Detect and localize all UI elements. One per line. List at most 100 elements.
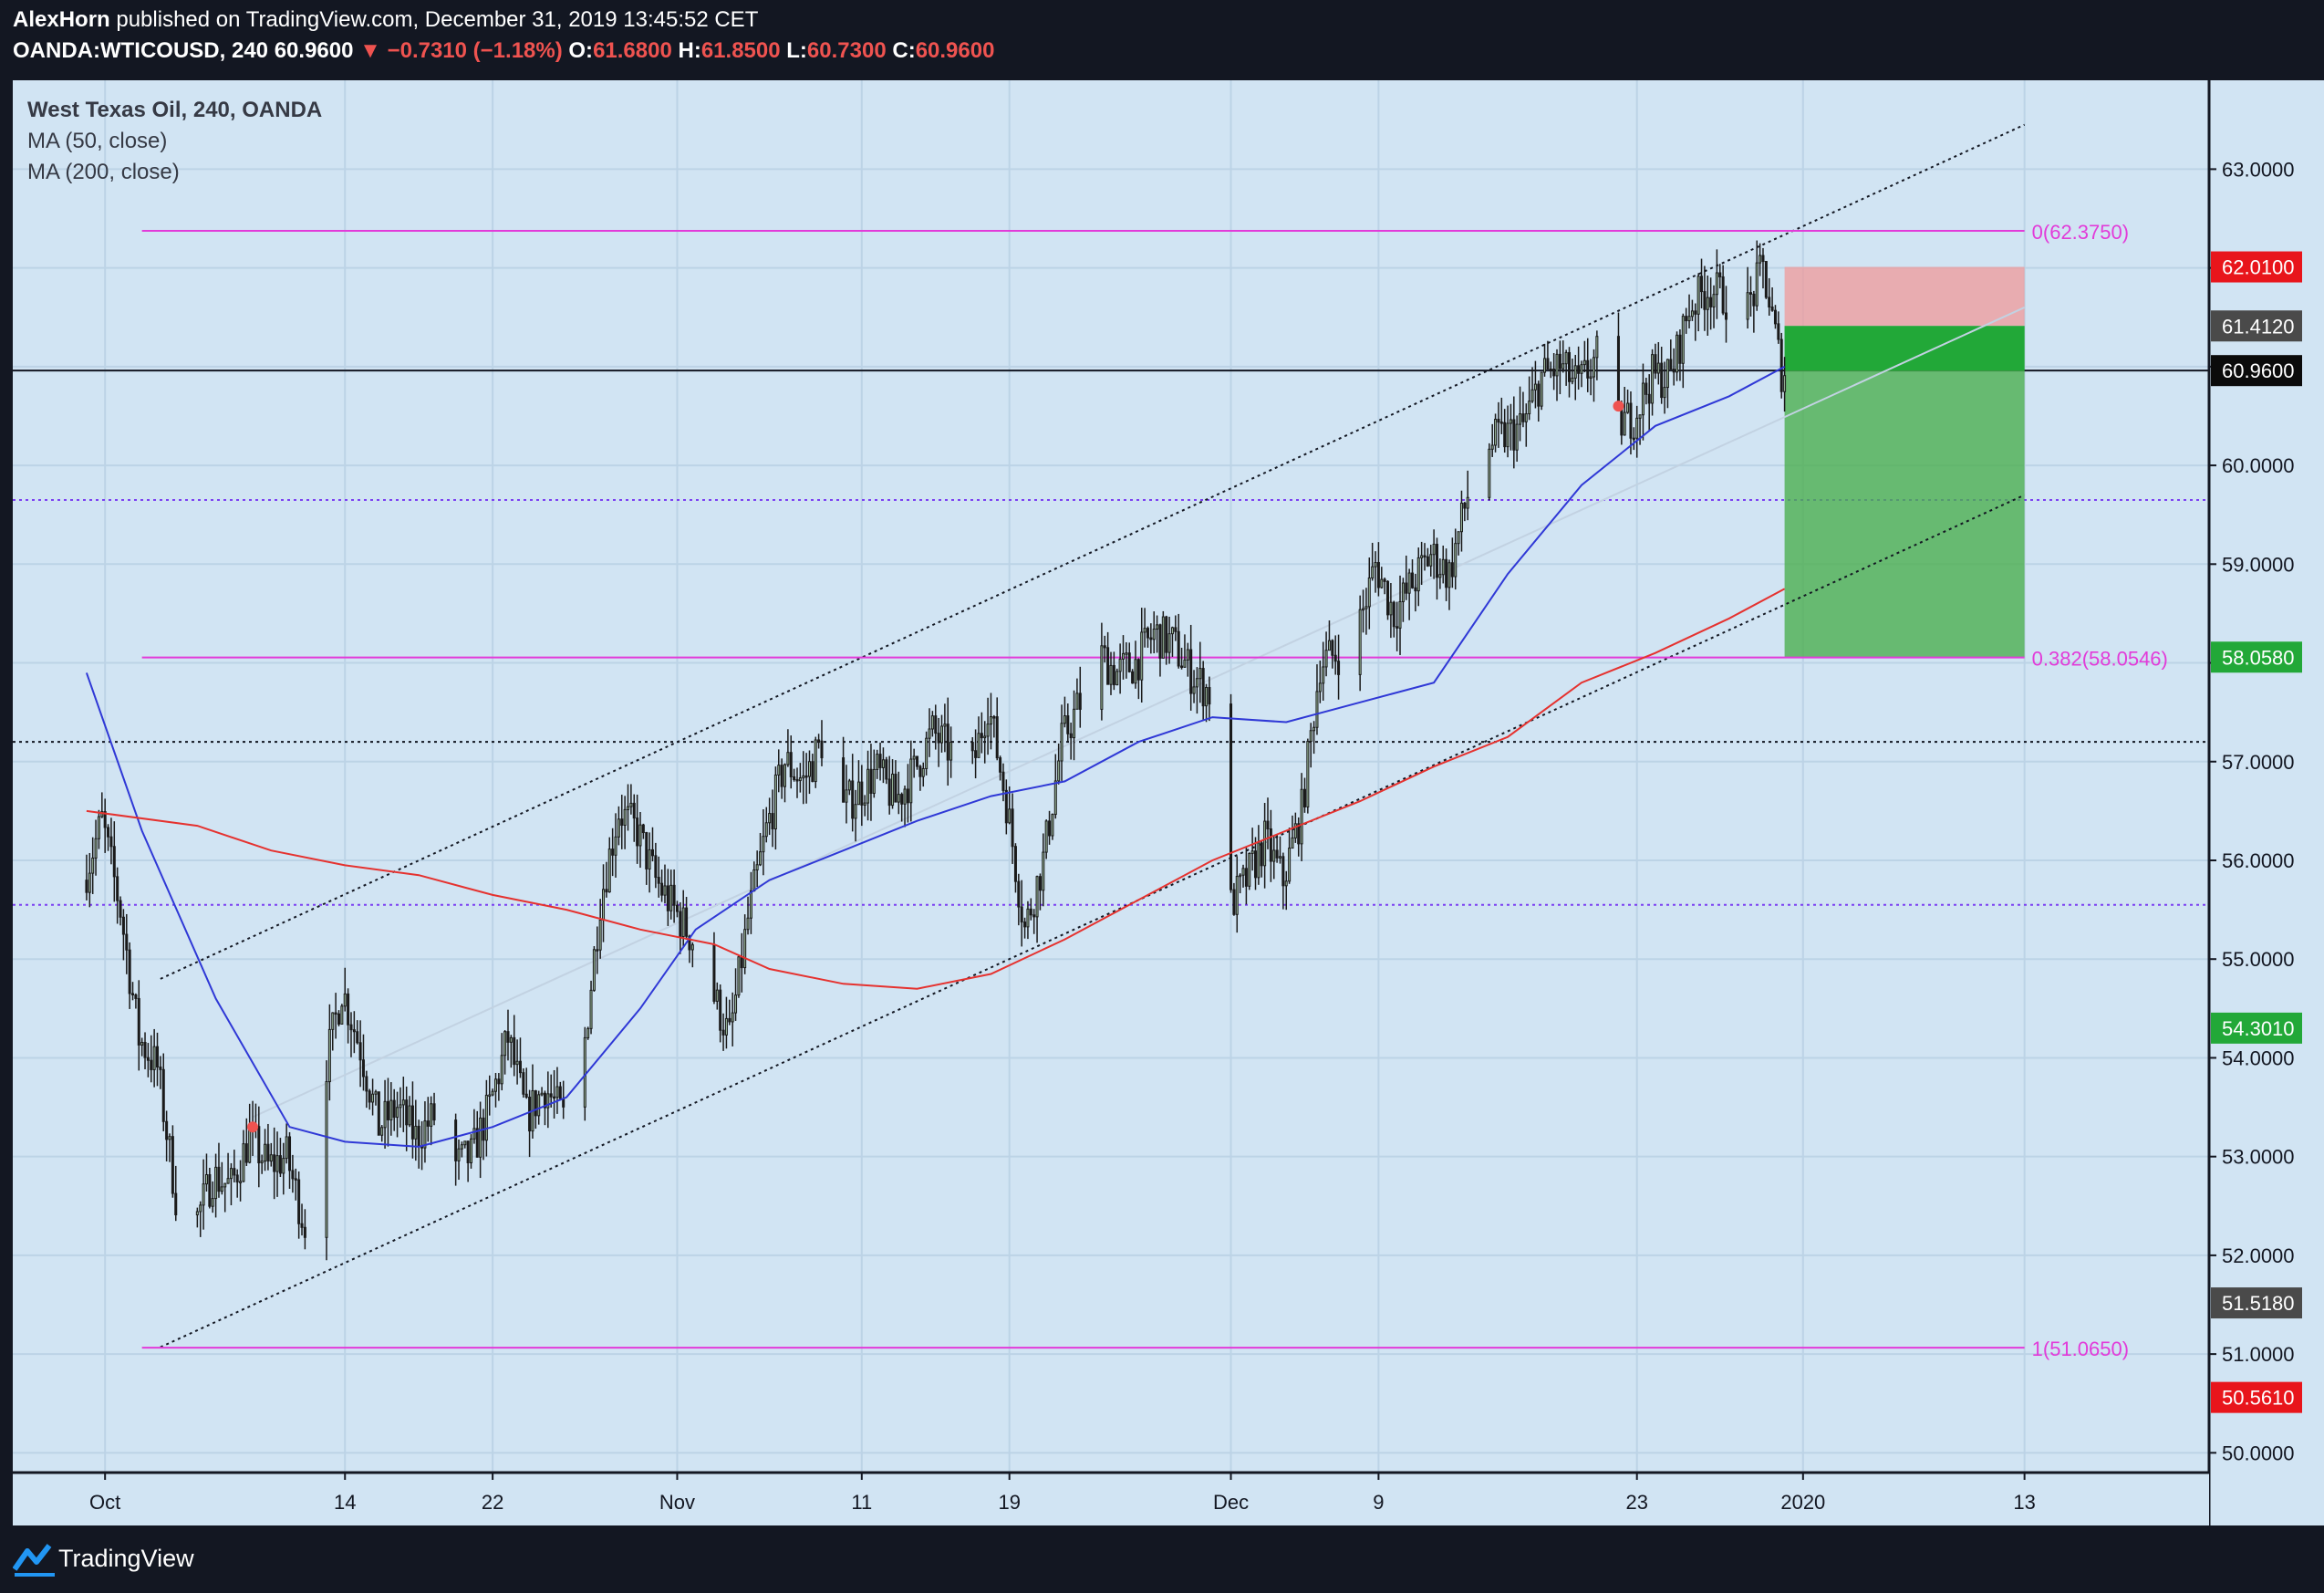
candle-body [543, 1092, 546, 1109]
candle-body [1001, 771, 1005, 791]
candle-body [211, 1198, 214, 1207]
candle-body [1703, 291, 1707, 310]
tradingview-brand[interactable]: TradingView [58, 1545, 194, 1572]
candle-body [1161, 616, 1165, 659]
candle-body [1134, 659, 1137, 684]
candle-body [1152, 629, 1156, 640]
symbol-name[interactable]: OANDA:WTICOUSD [13, 38, 220, 63]
candle-body [1398, 600, 1402, 629]
candle-body [475, 1128, 479, 1158]
candle-body [399, 1104, 402, 1109]
candle-body [1032, 914, 1036, 918]
candle-body [629, 802, 633, 807]
candle-body [1759, 255, 1762, 264]
stop-loss-zone[interactable] [1784, 266, 2025, 327]
candle-body [878, 754, 882, 768]
candle-body [1063, 715, 1066, 724]
candle-body [383, 1100, 387, 1129]
channel-lines[interactable] [160, 123, 2026, 1348]
candle-body [125, 933, 129, 951]
candle-body [389, 1099, 393, 1120]
candle-body [1435, 544, 1439, 578]
candle-body [672, 884, 676, 906]
candle-body [1582, 359, 1586, 366]
candle-body [970, 742, 974, 752]
time-tick-label: 14 [334, 1491, 356, 1514]
candle-body [1121, 652, 1126, 660]
price-label-text: 61.4120 [2222, 315, 2295, 338]
candle-body [506, 1031, 510, 1043]
candle-body [876, 754, 879, 770]
candle-body [1376, 562, 1380, 588]
candle-body [513, 1036, 516, 1066]
candle-body [242, 1143, 245, 1182]
candle-body [91, 857, 95, 874]
candle-body [88, 872, 91, 893]
author-name[interactable]: AlexHorn [13, 7, 110, 32]
candle-body [199, 1204, 202, 1213]
legend-ma50[interactable]: MA (50, close) [27, 129, 167, 153]
price-tick-label: 53.0000 [2222, 1146, 2295, 1169]
candle-body [752, 869, 756, 892]
candle-body [1672, 369, 1676, 373]
candle-body [1075, 692, 1079, 710]
candle-body [589, 989, 593, 1029]
time-tick-label: 2020 [1780, 1491, 1825, 1514]
candle-body [248, 1128, 252, 1163]
candle-body [1721, 276, 1725, 314]
candle-body [361, 1059, 365, 1078]
candle-body [294, 1178, 297, 1181]
time-tick-label: 11 [851, 1491, 872, 1514]
time-axis[interactable] [13, 1473, 2209, 1525]
candle-body [1302, 788, 1306, 807]
candle-body [233, 1168, 236, 1176]
candle-body [1715, 272, 1718, 296]
candle-body [749, 890, 752, 919]
channel-median-line[interactable] [252, 307, 2026, 1119]
candle-body [112, 846, 116, 878]
candle-body [1783, 375, 1787, 392]
candle-body [1253, 850, 1258, 879]
candle-body [1663, 387, 1666, 399]
legend-ma200[interactable]: MA (200, close) [27, 160, 180, 184]
candle-body [1189, 649, 1193, 694]
candle-body [107, 827, 110, 838]
candle-body [457, 1148, 461, 1161]
candle-body [1395, 626, 1399, 629]
position-zones[interactable] [1784, 266, 2025, 658]
candle-body [1327, 640, 1331, 651]
candle-body [636, 817, 639, 847]
take-profit-zone[interactable] [1784, 326, 2025, 658]
time-tick-label: 19 [998, 1491, 1020, 1514]
candle-body [746, 917, 750, 931]
candle-body [1174, 627, 1178, 632]
candle-body [430, 1103, 433, 1127]
alert-marker [1613, 401, 1624, 412]
candle-body [1060, 723, 1063, 762]
candle-body [1515, 423, 1519, 451]
candle-body [426, 1120, 430, 1127]
candle-body [1533, 383, 1537, 390]
candle-body [1293, 823, 1297, 838]
candle-body [331, 1012, 335, 1030]
candle-body [405, 1099, 409, 1126]
tradingview-logo-icon[interactable] [13, 1540, 57, 1577]
candle-body [992, 716, 996, 719]
candle-body [509, 1036, 513, 1043]
candle-body [553, 1096, 556, 1099]
candle-body [1180, 665, 1184, 669]
candle-body [943, 724, 947, 727]
candle-body [244, 1143, 248, 1163]
price-label-text: 62.0100 [2222, 256, 2295, 279]
candle-body [1561, 363, 1565, 370]
candle-body [374, 1091, 378, 1095]
candle-body [946, 724, 949, 761]
candle-body [1752, 293, 1756, 307]
candle-body [1709, 297, 1713, 307]
candle-body [1567, 351, 1572, 382]
fib-levels[interactable]: 0(62.3750) 0.382(58.0546) 1(51.0650) [141, 221, 2168, 1360]
candle-body [1524, 413, 1528, 422]
open-profit-zone[interactable] [1784, 326, 2025, 371]
candle-body [1521, 413, 1525, 422]
